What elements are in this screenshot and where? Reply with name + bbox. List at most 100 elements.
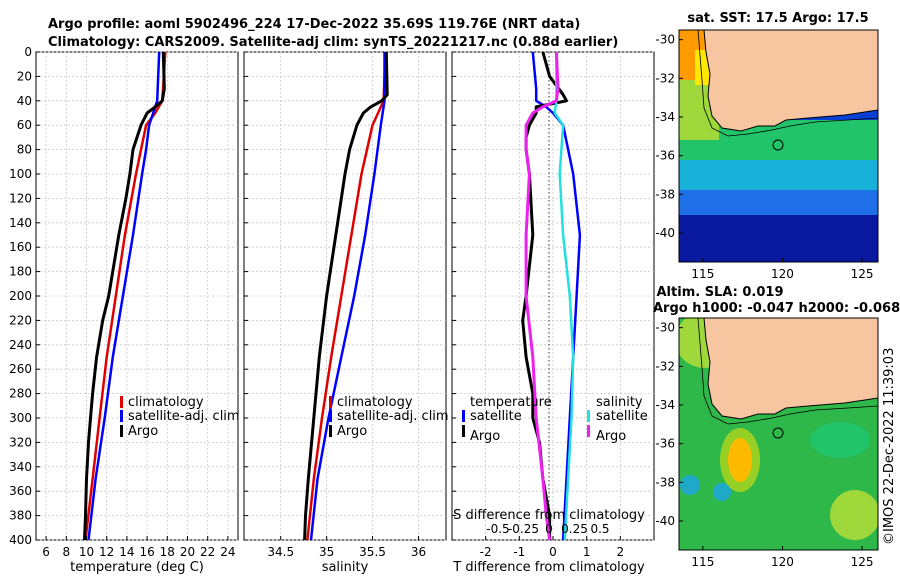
legend-sal-satellite-swatch bbox=[587, 410, 590, 422]
s-difference-ticks: -0.5-0.25 0 0.25 0.5 bbox=[486, 522, 609, 536]
series-line-salinity-argo bbox=[524, 52, 560, 540]
sst-map-field bbox=[679, 30, 878, 262]
map-y-tick-label: -30 bbox=[655, 321, 675, 335]
series-line-climatology bbox=[306, 52, 387, 540]
x-tick-label: 0 bbox=[549, 545, 557, 559]
map-x-tick-label: 115 bbox=[691, 555, 714, 569]
sst-map-title: sat. SST: 17.5 Argo: 17.5 bbox=[687, 11, 868, 26]
sla-argo-marker bbox=[772, 427, 784, 439]
x-tick-label: 10 bbox=[79, 545, 94, 559]
x-tick-label: 16 bbox=[139, 545, 154, 559]
x-tick-label: 36 bbox=[411, 545, 426, 559]
legend-temp-satellite-label: satellite bbox=[470, 409, 522, 424]
sst-argo-marker bbox=[772, 139, 784, 151]
y-tick-label: 260 bbox=[9, 362, 32, 376]
sst-contour bbox=[697, 30, 878, 137]
series-line-climatology bbox=[84, 52, 167, 540]
legend-argo-label: Argo bbox=[128, 424, 158, 439]
y-tick-label: 220 bbox=[9, 313, 32, 327]
salinity-series bbox=[303, 52, 389, 540]
y-tick-label: 320 bbox=[9, 435, 32, 449]
legend-sal-argo-swatch bbox=[587, 425, 590, 437]
map-x-tick-label: 120 bbox=[771, 555, 794, 569]
sla-land bbox=[703, 318, 878, 420]
legend-climatology-label-2: climatology bbox=[337, 395, 413, 410]
difference-legend: temperature satellite Argo salinity sate… bbox=[462, 395, 648, 444]
y-tick-label: 60 bbox=[17, 118, 32, 132]
legend-climatology-swatch-2 bbox=[329, 396, 332, 408]
x-tick-label: 35.5 bbox=[359, 545, 386, 559]
series-line-satellite-adj-clim bbox=[309, 52, 386, 540]
legend-temp-satellite-swatch bbox=[462, 410, 465, 422]
legend-temp-argo-swatch bbox=[462, 425, 465, 437]
legend-argo-swatch bbox=[120, 425, 123, 437]
s-tick-label: -0.25 bbox=[508, 522, 539, 536]
y-tick-label: 240 bbox=[9, 338, 32, 352]
y-tick-label: 400 bbox=[9, 533, 32, 547]
x-tick-label: 20 bbox=[180, 545, 195, 559]
legend-satellite-label-2: satellite-adj. clim bbox=[337, 409, 449, 424]
y-tick-label: 380 bbox=[9, 509, 32, 523]
legend-climatology-swatch bbox=[120, 396, 123, 408]
difference-series bbox=[521, 52, 582, 540]
sla-map-field bbox=[679, 318, 878, 550]
legend-salinity-title: salinity bbox=[596, 395, 643, 410]
y-tick-label: 140 bbox=[9, 216, 32, 230]
map-y-tick-label: -38 bbox=[655, 187, 675, 201]
map-y-tick-label: -32 bbox=[655, 359, 675, 373]
sla-cool-patch-1 bbox=[680, 475, 700, 495]
x-tick-label: 1 bbox=[583, 545, 591, 559]
sst-ticks: 115 120 125 -30 -32 -34 -36 -38 -40 bbox=[655, 33, 873, 281]
map-y-tick-label: -36 bbox=[655, 437, 675, 451]
salinity-panel: 34.5 35 35.5 36 salinity climatology satell… bbox=[243, 51, 449, 575]
x-tick-label: -1 bbox=[513, 545, 525, 559]
series-line-salinity-satellite bbox=[553, 52, 575, 540]
y-tick-label: 0 bbox=[24, 45, 32, 59]
t-difference-xlabel: T difference from climatology bbox=[452, 560, 645, 575]
x-tick-label: 34.5 bbox=[267, 545, 294, 559]
legend-satellite-swatch-2 bbox=[329, 410, 332, 422]
y-tick-label: 120 bbox=[9, 191, 32, 205]
temperature-series bbox=[83, 52, 167, 540]
salinity-legend: climatology satellite-adj. clim Argo bbox=[329, 395, 449, 439]
sla-contour bbox=[697, 318, 878, 425]
s-tick-label: 0.5 bbox=[590, 522, 609, 536]
y-tick-label: 100 bbox=[9, 167, 32, 181]
map-x-tick-label: 115 bbox=[691, 267, 714, 281]
y-tick-label: 40 bbox=[17, 94, 32, 108]
difference-ticks: -2 -1 0 1 2 bbox=[452, 51, 625, 559]
y-tick-label: 180 bbox=[9, 265, 32, 279]
legend-sal-satellite-label: satellite bbox=[596, 409, 648, 424]
map-y-tick-label: -40 bbox=[655, 226, 675, 240]
difference-panel: -2 -1 0 1 2 S difference from climatology -0… bbox=[451, 51, 655, 575]
x-tick-label: 24 bbox=[220, 545, 235, 559]
map-y-tick-label: -36 bbox=[655, 149, 675, 163]
sst-cold-band bbox=[679, 210, 878, 262]
y-tick-label: 300 bbox=[9, 411, 32, 425]
sla-patch-2 bbox=[810, 422, 870, 458]
legend-temperature-title: temperature bbox=[470, 395, 552, 410]
legend-argo-swatch-2 bbox=[329, 425, 332, 437]
y-tick-label: 200 bbox=[9, 289, 32, 303]
map-y-tick-label: -34 bbox=[655, 398, 675, 412]
x-tick-label: 18 bbox=[160, 545, 175, 559]
x-tick-label: 12 bbox=[99, 545, 114, 559]
sst-mid-band bbox=[679, 155, 878, 190]
sst-land bbox=[703, 30, 878, 132]
x-tick-label: 2 bbox=[617, 545, 625, 559]
y-tick-label: 360 bbox=[9, 484, 32, 498]
figure-title-line2: Climatology: CARS2009. Satellite-adj cli… bbox=[48, 35, 618, 50]
sst-axes-box bbox=[678, 29, 879, 263]
map-x-tick-label: 125 bbox=[851, 555, 874, 569]
map-y-tick-label: -30 bbox=[655, 33, 675, 47]
figure-title-line1: Argo profile: aoml 5902496_224 17-Dec-20… bbox=[48, 17, 580, 32]
sla-ticks: 115 120 125 -30 -32 -34 -36 -38 -40 bbox=[655, 321, 873, 569]
s-tick-label: 0 bbox=[545, 522, 553, 536]
sla-map: Altim. SLA: 0.019 Argo h1000: -0.047 h20… bbox=[653, 285, 900, 569]
series-line-temperature-satellite bbox=[531, 52, 582, 540]
x-tick-label: 8 bbox=[62, 545, 70, 559]
salinity-xlabel: salinity bbox=[322, 560, 369, 575]
temperature-panel: 0 20 40 60 80 100 120 140 160 180 200 220 240 260 280 3… bbox=[9, 45, 240, 575]
sla-patch-3 bbox=[830, 490, 878, 540]
